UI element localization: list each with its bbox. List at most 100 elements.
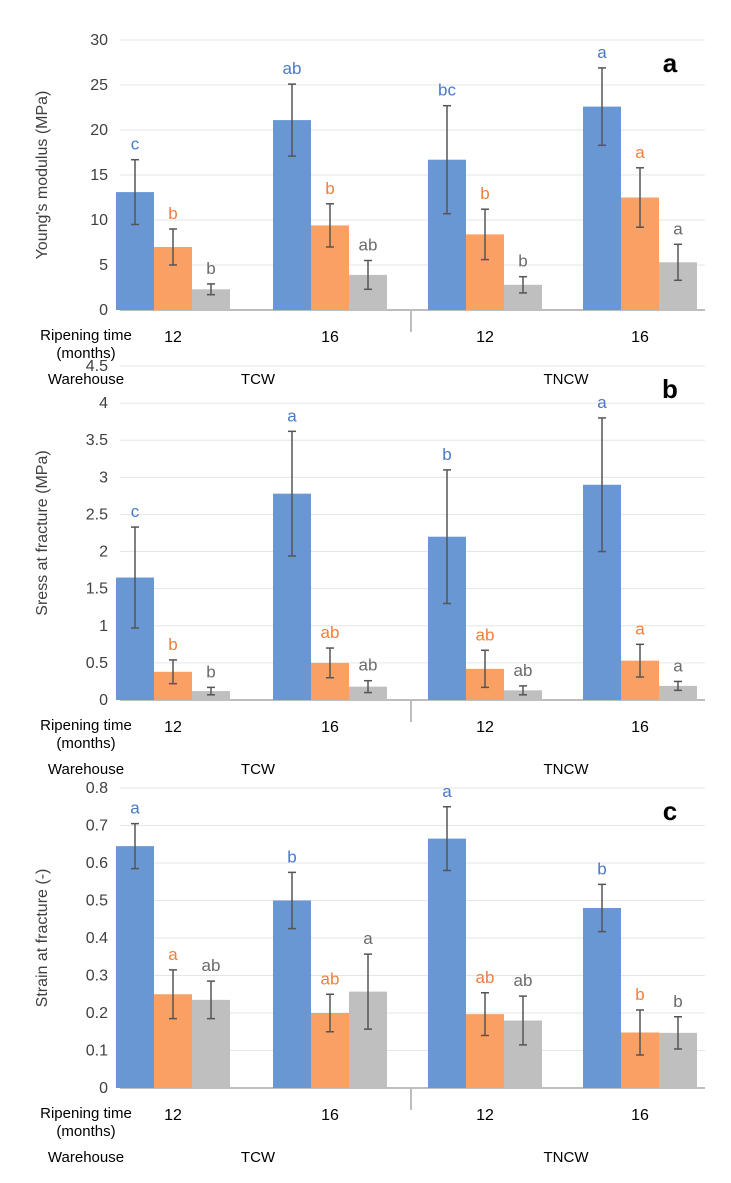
significance-letter: b bbox=[635, 985, 644, 1004]
row-label-ripening-unit: (months) bbox=[56, 735, 115, 752]
y-tick-label: 2.5 bbox=[86, 506, 108, 523]
significance-letter: a bbox=[442, 782, 452, 801]
row-label-ripening: Ripening time bbox=[40, 327, 132, 344]
y-axis-title: Young's modulus (MPa) bbox=[34, 91, 51, 260]
significance-letter: ab bbox=[321, 623, 340, 642]
warehouse-label: TCW bbox=[241, 1149, 276, 1166]
y-tick-label: 0.3 bbox=[86, 968, 108, 985]
significance-letter: a bbox=[673, 219, 683, 238]
bar-series3 bbox=[192, 289, 230, 310]
error-bar bbox=[636, 1009, 644, 1056]
y-tick-label: 5 bbox=[99, 257, 108, 274]
error-bar bbox=[674, 680, 682, 692]
error-bar bbox=[288, 430, 296, 557]
error-bar bbox=[169, 969, 177, 1020]
error-bar bbox=[481, 992, 489, 1037]
bar-series1 bbox=[428, 838, 466, 1088]
panel-b: 0 0.5 1 1.5 2 2.5 3 3.5 4 4.5 Sress at fracture (M… bbox=[34, 358, 705, 778]
error-bar bbox=[207, 686, 215, 696]
significance-letter: a bbox=[287, 406, 297, 425]
y-axis-title: Sress at fracture (MPa) bbox=[34, 450, 51, 615]
error-bar bbox=[207, 283, 215, 296]
panel-letter: c bbox=[663, 796, 677, 826]
panel-letter: a bbox=[663, 48, 678, 78]
error-bar bbox=[288, 83, 296, 157]
error-bar bbox=[519, 995, 527, 1046]
y-tick-label: 3.5 bbox=[86, 432, 108, 449]
significance-letter: a bbox=[363, 929, 373, 948]
significance-letter: a bbox=[597, 43, 607, 62]
error-bar bbox=[169, 228, 177, 266]
error-bar bbox=[674, 243, 682, 282]
row-label-warehouse: Warehouse bbox=[48, 761, 124, 778]
significance-letter: b bbox=[206, 259, 215, 278]
x-tick-label: 16 bbox=[631, 719, 649, 736]
warehouse-label: TNCW bbox=[544, 371, 590, 388]
significance-letter: a bbox=[168, 945, 178, 964]
error-bar bbox=[443, 806, 451, 872]
error-bar bbox=[443, 104, 451, 215]
significance-letter: ab bbox=[514, 661, 533, 680]
significance-letter: b bbox=[168, 204, 177, 223]
row-label-warehouse: Warehouse bbox=[48, 1149, 124, 1166]
error-bar bbox=[519, 685, 527, 696]
significance-letter: b bbox=[325, 179, 334, 198]
y-tick-label: 0 bbox=[99, 302, 108, 319]
error-bar bbox=[326, 647, 334, 679]
significance-letter: b bbox=[673, 992, 682, 1011]
significance-letter: ab bbox=[321, 969, 340, 988]
error-bar bbox=[674, 1016, 682, 1050]
significance-letter: b bbox=[597, 859, 606, 878]
y-tick-label: 25 bbox=[90, 77, 108, 94]
error-bar bbox=[598, 883, 606, 933]
significance-letter: a bbox=[130, 799, 140, 818]
bar-series3 bbox=[659, 685, 697, 700]
y-tick-label: 15 bbox=[90, 167, 108, 184]
row-label-ripening: Ripening time bbox=[40, 1105, 132, 1122]
y-tick-label: 0.8 bbox=[86, 780, 108, 797]
row-label-ripening-unit: (months) bbox=[56, 345, 115, 362]
y-tick-label: 2 bbox=[99, 544, 108, 561]
error-bar bbox=[481, 649, 489, 689]
bar-series1 bbox=[273, 900, 311, 1088]
error-bar bbox=[364, 259, 372, 291]
significance-letter: ab bbox=[359, 236, 378, 255]
significance-letter: b bbox=[206, 662, 215, 681]
y-axis-title: Strain at fracture (-) bbox=[34, 869, 51, 1008]
y-tick-label: 20 bbox=[90, 122, 108, 139]
significance-letter: a bbox=[597, 393, 607, 412]
significance-letter: ab bbox=[476, 625, 495, 644]
x-tick-label: 12 bbox=[164, 719, 182, 736]
y-tick-label: 1.5 bbox=[86, 581, 108, 598]
panel-letter: b bbox=[662, 374, 678, 404]
x-tick-label: 12 bbox=[476, 329, 494, 346]
significance-letter: ab bbox=[359, 656, 378, 675]
row-label-ripening-unit: (months) bbox=[56, 1123, 115, 1140]
error-bar bbox=[131, 158, 139, 226]
error-bar bbox=[364, 679, 372, 694]
x-tick-label: 12 bbox=[476, 719, 494, 736]
significance-letter: ab bbox=[202, 956, 221, 975]
warehouse-label: TCW bbox=[241, 761, 276, 778]
error-bar bbox=[481, 208, 489, 261]
error-bar bbox=[636, 167, 644, 228]
x-tick-label: 12 bbox=[476, 1107, 494, 1124]
significance-letter: b bbox=[287, 847, 296, 866]
x-tick-label: 16 bbox=[631, 1107, 649, 1124]
warehouse-label: TNCW bbox=[544, 761, 590, 778]
significance-letter: a bbox=[635, 143, 645, 162]
y-tick-label: 0.7 bbox=[86, 818, 108, 835]
bar-series1 bbox=[116, 846, 154, 1088]
error-bar bbox=[364, 953, 372, 1030]
significance-letter: c bbox=[131, 135, 140, 154]
x-tick-label: 16 bbox=[321, 329, 339, 346]
error-bar bbox=[326, 203, 334, 248]
row-label-warehouse: Warehouse bbox=[48, 371, 124, 388]
panel-c: 0 0.1 0.2 0.3 0.4 0.5 0.6 0.7 0.8 Strain at fract… bbox=[34, 780, 705, 1166]
x-tick-label: 16 bbox=[631, 329, 649, 346]
significance-letter: b bbox=[442, 445, 451, 464]
significance-letter: c bbox=[131, 502, 140, 521]
error-bar bbox=[131, 822, 139, 870]
